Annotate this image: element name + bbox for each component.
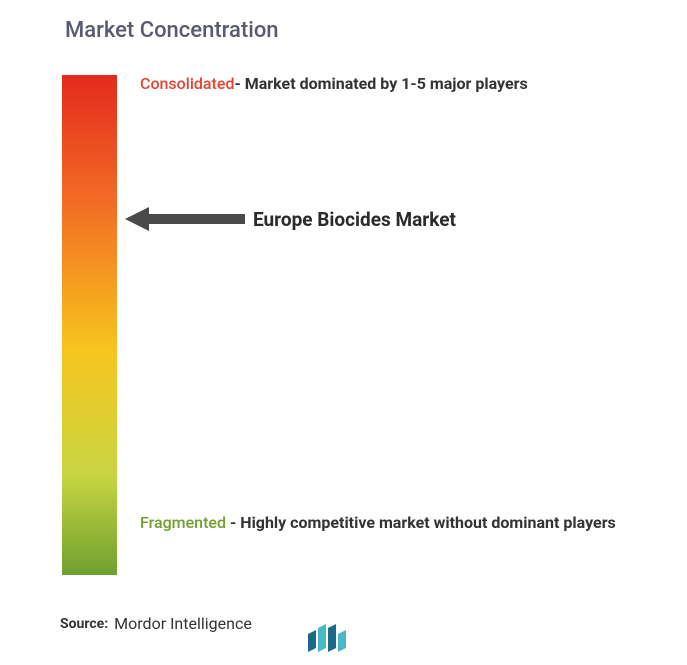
fragmented-keyword: Fragmented bbox=[140, 513, 226, 532]
fragmented-description: - Highly competitive market without domi… bbox=[230, 513, 616, 532]
concentration-gradient-bar bbox=[62, 75, 117, 575]
source-attribution: Source: Mordor Intelligence bbox=[60, 614, 252, 633]
source-prefix: Source: bbox=[60, 616, 108, 632]
chart-title: Market Concentration bbox=[65, 18, 279, 43]
source-name: Mordor Intelligence bbox=[114, 614, 252, 633]
market-position-indicator: Europe Biocides Market bbox=[125, 205, 456, 233]
arrow-shape bbox=[125, 207, 245, 231]
mordor-logo-icon bbox=[308, 622, 354, 652]
consolidated-label-row: Consolidated - Market dominated by 1-5 m… bbox=[140, 74, 600, 93]
market-indicator-label: Europe Biocides Market bbox=[253, 208, 456, 231]
consolidated-keyword: Consolidated bbox=[140, 74, 234, 93]
consolidated-description: - Market dominated by 1-5 major players bbox=[234, 74, 527, 93]
left-arrow-icon bbox=[125, 205, 245, 233]
fragmented-label-row: Fragmented - Highly competitive market w… bbox=[140, 508, 630, 538]
